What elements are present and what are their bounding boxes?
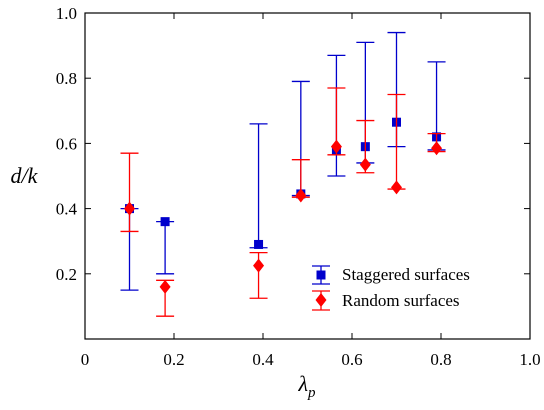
y-tick-label: 0.8 — [56, 69, 77, 88]
legend-random-symbol — [312, 290, 330, 311]
x-axis-title-main: λ — [297, 371, 308, 396]
data-point — [124, 201, 135, 216]
x-tick-label: 0.8 — [430, 350, 451, 369]
legend-marker — [316, 270, 326, 280]
tick-labels: 0 0.2 0.4 0.6 0.8 1.0 0.2 0.4 0.6 0.8 1.0 — [56, 4, 541, 369]
axis-ticks — [84, 12, 531, 339]
x-tick-label: 0.6 — [341, 350, 362, 369]
x-axis-title-sub: p — [307, 385, 316, 401]
y-tick-label: 1.0 — [56, 4, 77, 23]
data-point — [391, 180, 402, 195]
data-point — [295, 188, 307, 203]
legend: Staggered surfaces Random surfaces — [312, 265, 470, 311]
y-tick-label: 0.2 — [56, 265, 77, 284]
y-tick-label: 0.4 — [56, 200, 78, 219]
x-tick-label: 1.0 — [519, 350, 540, 369]
y-axis-title: d/k — [11, 163, 39, 188]
legend-marker — [315, 293, 327, 307]
x-tick-label: 0.4 — [252, 350, 274, 369]
plot-frame — [84, 12, 531, 340]
legend-staggered-symbol — [312, 265, 330, 285]
data-point — [253, 258, 265, 273]
data-point — [159, 279, 171, 294]
y-tick-label: 0.6 — [56, 134, 77, 153]
series-layer — [120, 31, 446, 317]
x-tick-label: 0.2 — [163, 350, 184, 369]
data-point — [160, 217, 170, 227]
series-random — [120, 87, 446, 317]
legend-random-label: Random surfaces — [342, 291, 460, 310]
data-point — [330, 139, 342, 154]
data-point — [254, 239, 264, 249]
data-point — [359, 157, 371, 172]
x-axis-title: λp — [297, 371, 316, 401]
legend-staggered-label: Staggered surfaces — [342, 265, 470, 284]
data-point — [431, 141, 443, 156]
x-tick-label: 0 — [81, 350, 90, 369]
